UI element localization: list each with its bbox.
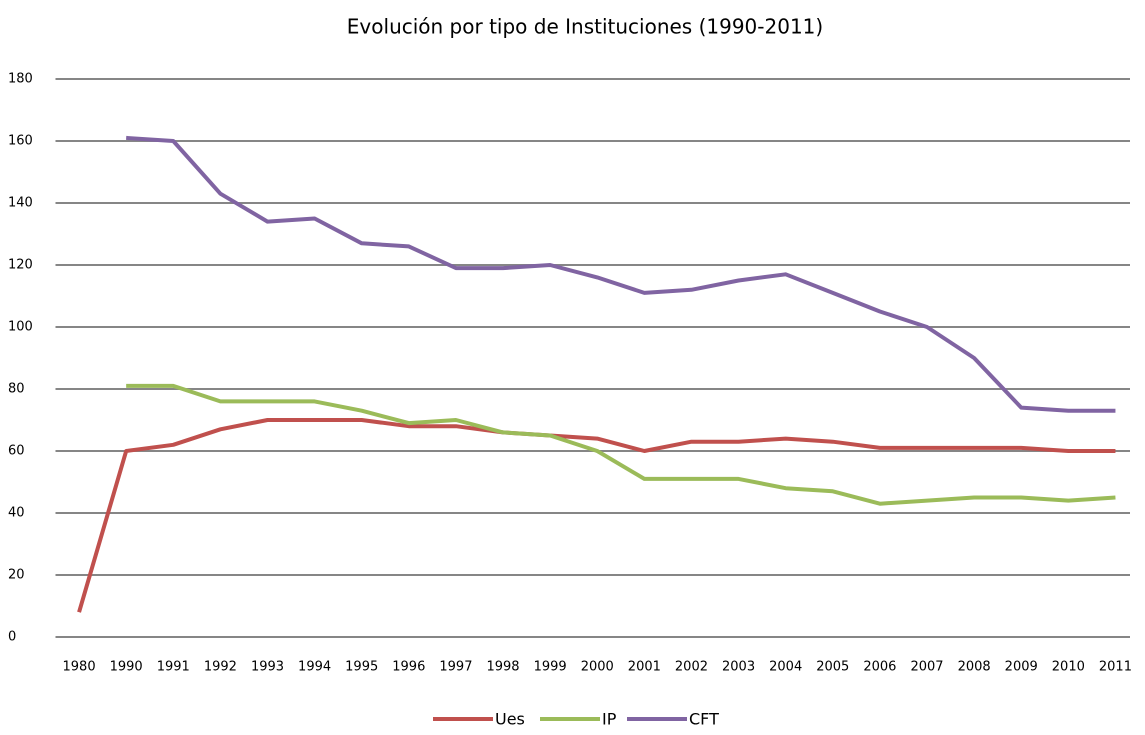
legend-label: IP (602, 710, 617, 729)
x-tick-label: 1999 (534, 660, 567, 675)
x-tick-label: 2005 (816, 660, 849, 675)
x-tick-label: 2006 (863, 660, 896, 675)
y-tick-label: 40 (8, 506, 25, 521)
y-tick-label: 20 (8, 568, 25, 583)
x-tick-label: 1998 (486, 660, 519, 675)
x-tick-label: 2011 (1099, 660, 1132, 675)
x-tick-label: 1990 (110, 660, 143, 675)
x-tick-label: 1980 (63, 660, 96, 675)
x-tick-label: 1993 (251, 660, 284, 675)
x-tick-label: 1997 (439, 660, 472, 675)
y-tick-label: 140 (8, 196, 33, 211)
series-line (77, 418, 1116, 613)
chart-title: Evolución por tipo de Instituciones (199… (347, 15, 823, 39)
x-tick-label: 1996 (392, 660, 425, 675)
y-tick-label: 160 (8, 134, 33, 149)
y-tick-label: 100 (8, 320, 33, 335)
series-line (126, 135, 1116, 413)
x-tick-label: 2003 (722, 660, 755, 675)
x-tick-label: 2002 (675, 660, 708, 675)
x-tick-label: 2001 (628, 660, 661, 675)
x-tick-label: 2008 (958, 660, 991, 675)
legend-label: Ues (495, 710, 525, 729)
x-tick-label: 2010 (1052, 660, 1085, 675)
x-tick-label: 1991 (157, 660, 190, 675)
x-tick-label: 2009 (1005, 660, 1038, 675)
x-tick-label: 1994 (298, 660, 331, 675)
y-tick-label: 180 (8, 72, 33, 87)
x-tick-label: 2007 (910, 660, 943, 675)
x-tick-label: 2004 (769, 660, 802, 675)
series-line (126, 383, 1116, 506)
y-tick-label: 60 (8, 444, 25, 459)
x-tick-label: 2000 (581, 660, 614, 675)
y-tick-label: 0 (8, 630, 16, 645)
x-tick-label: 1995 (345, 660, 378, 675)
x-tick-label: 1992 (204, 660, 237, 675)
legend-label: CFT (689, 710, 719, 729)
y-tick-label: 120 (8, 258, 33, 273)
y-tick-label: 80 (8, 382, 25, 397)
